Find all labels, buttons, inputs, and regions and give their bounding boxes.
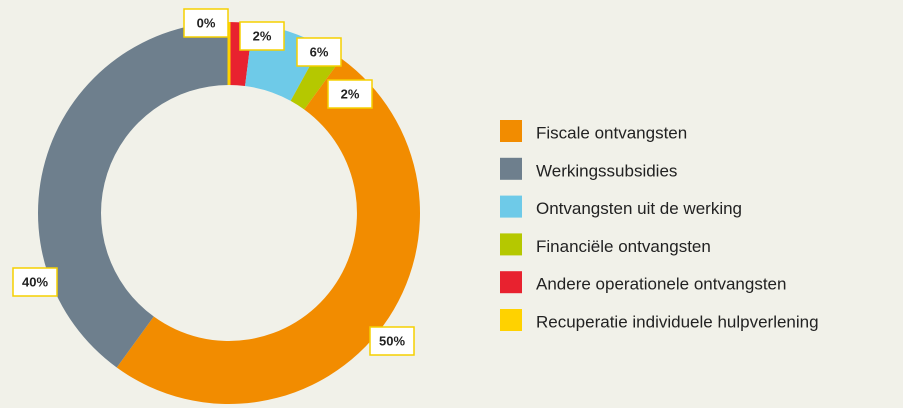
legend-swatch (500, 157, 522, 180)
label-box (327, 79, 373, 109)
legend-swatch (500, 120, 522, 142)
legend-label: Werkingssubsidies (536, 161, 677, 180)
legend-label: Ontvangsten uit de werking (536, 199, 742, 218)
label-box (12, 267, 58, 297)
legend-swatch (500, 309, 522, 331)
legend-label: Recuperatie individuele hulpverlening (536, 312, 819, 331)
data-label: 0% (197, 15, 216, 30)
legend-label: Fiscale ontvangsten (536, 123, 687, 142)
data-label: 50% (379, 333, 405, 348)
data-label: 2% (341, 86, 360, 101)
label-box (296, 37, 342, 67)
legend-swatch (500, 195, 522, 218)
data-label: 6% (310, 44, 329, 59)
data-label: 2% (253, 28, 272, 43)
donut-slice (116, 58, 420, 404)
label-box (239, 21, 285, 51)
data-label: 40% (22, 274, 48, 289)
donut-slice (37, 22, 229, 368)
legend-swatch (500, 233, 522, 256)
legend-swatch (500, 271, 522, 294)
legend-label: Andere operationele ontvangsten (536, 275, 786, 294)
legend-label: Financiële ontvangsten (536, 237, 711, 256)
label-box (183, 8, 229, 38)
label-box (369, 326, 415, 356)
